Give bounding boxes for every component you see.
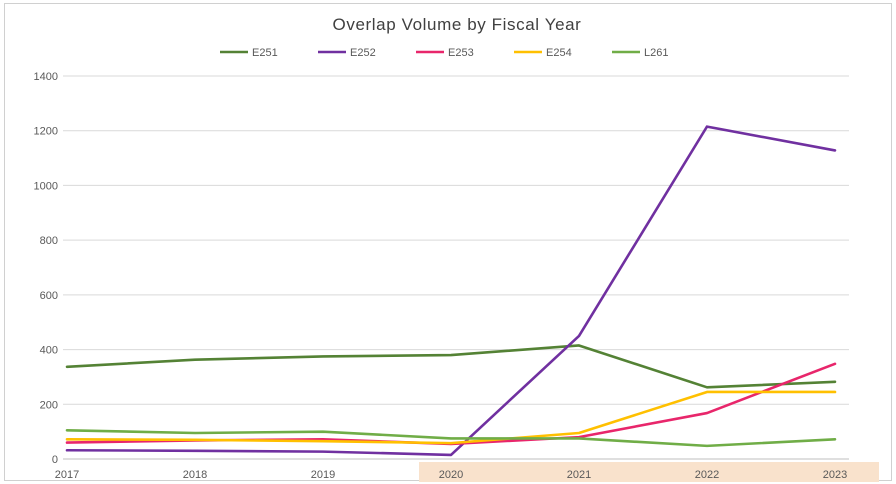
gridlines: [63, 75, 849, 460]
y-tick-label: 0: [52, 454, 58, 466]
legend-label-l261: L261: [644, 47, 668, 59]
y-tick-label: 1000: [34, 180, 58, 192]
x-axis-ticks: 2017 2018 2019 2020 2021 2022 2023: [55, 469, 847, 481]
x-tick-label: 2018: [183, 469, 207, 481]
highlight-band: [419, 462, 879, 482]
x-tick-label: 2021: [567, 469, 591, 481]
y-axis-ticks: 0 200 400 600 800 1000 1200 1400: [34, 71, 58, 466]
y-tick-label: 1400: [34, 71, 58, 83]
legend-label-e252: E252: [350, 47, 376, 59]
legend-label-e251: E251: [252, 47, 278, 59]
y-tick-label: 600: [40, 290, 58, 302]
series-lines: [65, 125, 837, 457]
chart-title: Overlap Volume by Fiscal Year: [333, 15, 582, 34]
x-highlight-band: [419, 462, 879, 482]
y-tick-label: 800: [40, 235, 58, 247]
chart-frame: Overlap Volume by Fiscal Year 0 200 400 600…: [4, 3, 892, 482]
y-tick-label: 200: [40, 399, 58, 411]
series-line-e252: [65, 125, 837, 457]
x-tick-label: 2017: [55, 469, 79, 481]
x-tick-label: 2019: [311, 469, 335, 481]
legend-label-e253: E253: [448, 47, 474, 59]
y-tick-label: 1200: [34, 126, 58, 138]
line-chart: Overlap Volume by Fiscal Year 0 200 400 600…: [34, 15, 879, 482]
legend: E251 E252 E253 E254 L261: [220, 47, 668, 59]
y-tick-label: 400: [40, 345, 58, 357]
series-line-e254: [65, 390, 837, 445]
x-tick-label: 2020: [439, 469, 463, 481]
x-tick-label: 2023: [823, 469, 847, 481]
series-line-l261: [65, 428, 837, 448]
x-tick-label: 2022: [695, 469, 719, 481]
legend-label-e254: E254: [546, 47, 572, 59]
series-line-e251: [65, 344, 837, 389]
